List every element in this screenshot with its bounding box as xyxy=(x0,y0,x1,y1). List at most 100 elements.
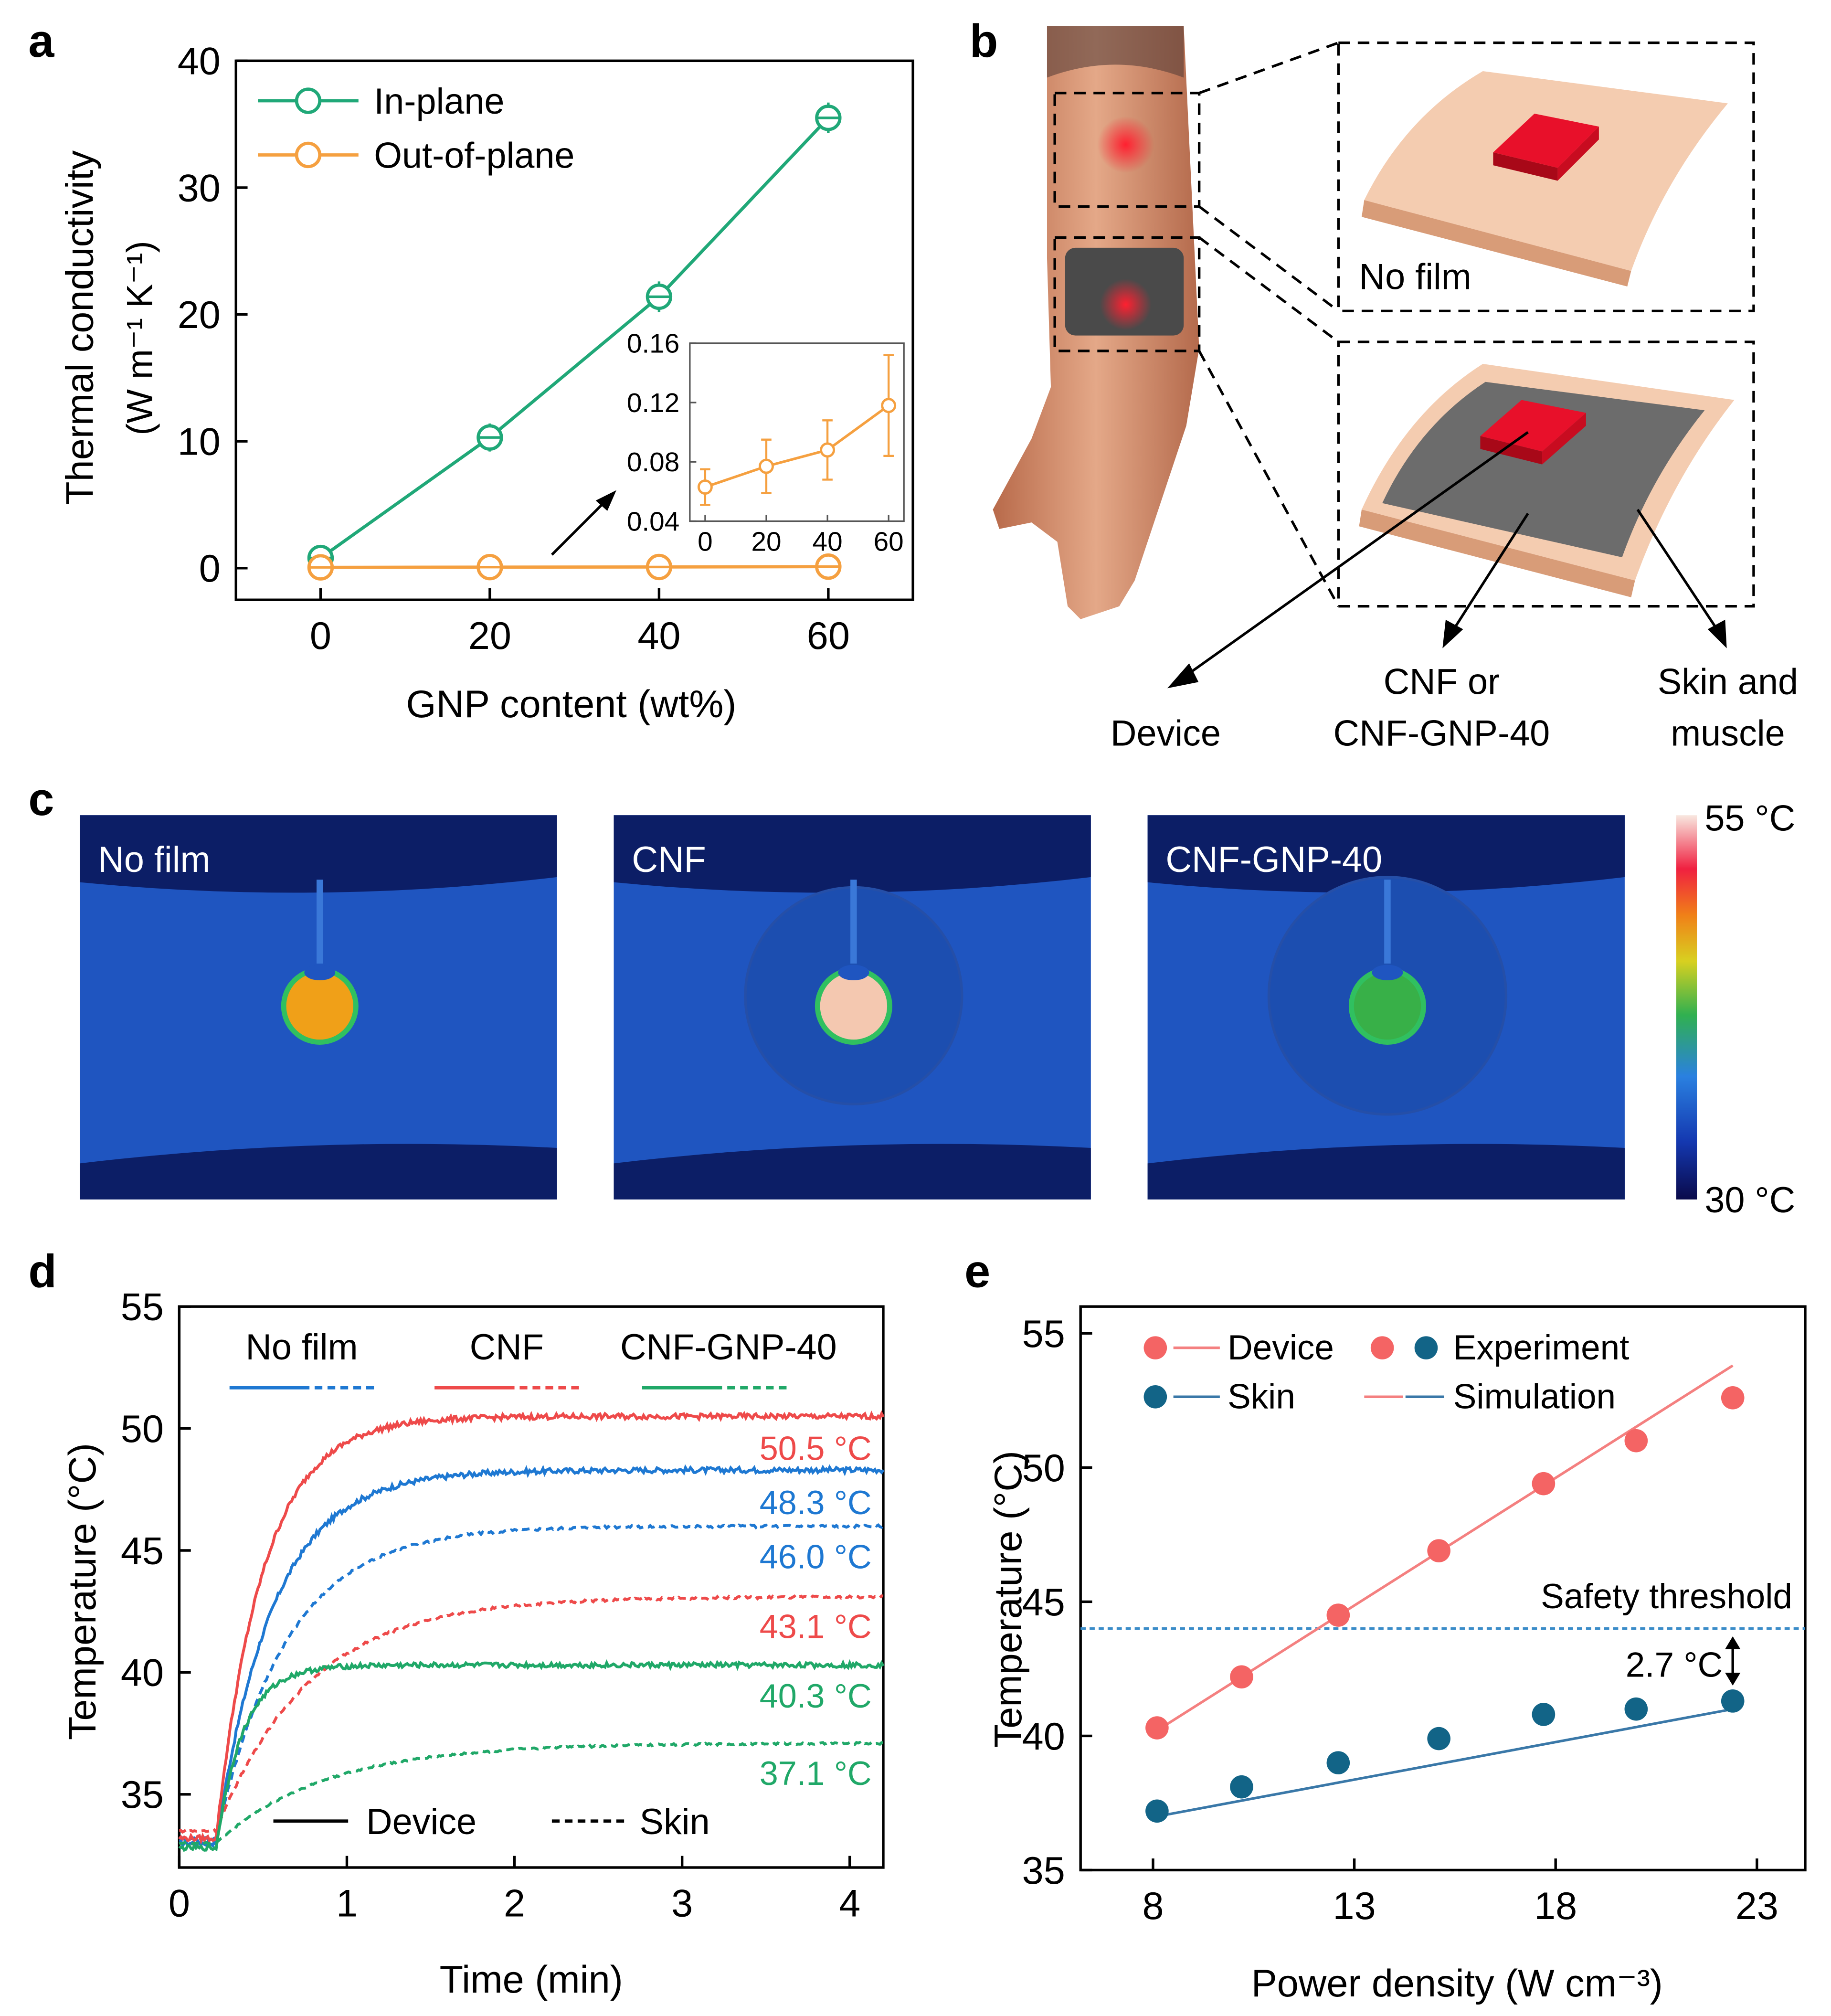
film-layer-icon xyxy=(1359,363,1735,597)
experiment-point-skin xyxy=(1721,1689,1745,1713)
hotspot-notch xyxy=(1372,965,1403,980)
y-tick-label: 50 xyxy=(1022,1447,1065,1490)
x-tick-label: 60 xyxy=(807,615,850,658)
y-tick-label: 40 xyxy=(1022,1715,1065,1758)
curve-no-film-device xyxy=(179,1464,885,1850)
skin-slab-icon xyxy=(1361,71,1728,286)
panel-d-xlabel: Time (min) xyxy=(440,1958,623,2001)
legend-out-of-plane-marker xyxy=(295,141,322,169)
hotspot-upper-icon xyxy=(1097,116,1154,173)
panel-e-xlabel: Power density (W cm⁻³) xyxy=(1251,1962,1663,2005)
safety-threshold-label: Safety threshold xyxy=(1541,1577,1792,1616)
y-tick-label: 10 xyxy=(178,421,221,464)
experiment-point-device xyxy=(1721,1386,1745,1410)
hotspot-band-icon xyxy=(1100,278,1152,330)
legend-in-plane-label: In-plane xyxy=(374,82,504,122)
inset-point xyxy=(759,458,774,474)
hotspot-notch xyxy=(838,965,869,980)
end-label-46-0: 46.0 °C xyxy=(760,1538,872,1575)
inset-pointer-arrow xyxy=(550,499,607,556)
legend-e-device: Device xyxy=(1228,1328,1334,1367)
panel-a-ylabel: Thermal conductivity xyxy=(58,150,101,505)
thermal-image-bottom-shadow xyxy=(614,1144,1091,1200)
detail-box-no-film xyxy=(1337,41,1755,312)
end-label-50-5: 50.5 °C xyxy=(760,1430,872,1467)
axes-frame xyxy=(178,1305,885,1869)
experiment-point-device xyxy=(1427,1539,1450,1562)
legend-skin-label: Skin xyxy=(640,1802,710,1842)
colorbar xyxy=(1676,815,1697,1200)
panel-e: e 8 13 18 23 35 40 45 50 55 Temperature (°C) Pow… xyxy=(964,1245,1807,2005)
panel-b: b No film xyxy=(970,15,1798,753)
curve-no-film-skin xyxy=(178,1523,885,1841)
y-tick-label: 0.04 xyxy=(627,507,679,537)
panel-a-plot: 0 20 40 60 0 10 20 30 40 xyxy=(178,40,914,658)
inset-point xyxy=(820,442,836,458)
experiment-point-device xyxy=(1145,1716,1169,1740)
panel-d: d 0 1 2 3 4 35 40 45 50 55 Temperature (°C) Time … xyxy=(28,1245,885,2001)
panel-a-inset: 0 20 40 60 0.04 0.08 0.12 0.16 xyxy=(627,329,905,557)
thermal-image-1: No film xyxy=(80,815,557,1200)
x-tick-label: 40 xyxy=(813,527,843,557)
legend-device-marker xyxy=(1143,1336,1167,1359)
legend-e-experiment: Experiment xyxy=(1453,1328,1630,1367)
y-tick-label: 0 xyxy=(199,547,221,590)
thermal-image-bottom-shadow xyxy=(1147,1144,1625,1200)
axes-frame xyxy=(1079,1305,1807,1872)
experiment-point-skin xyxy=(1427,1727,1450,1751)
label-cnf-1: CNF or xyxy=(1384,662,1500,702)
gap-arrowhead-up xyxy=(1725,1636,1741,1649)
end-label-43-1: 43.1 °C xyxy=(760,1607,872,1645)
experiment-point-skin xyxy=(1326,1751,1350,1774)
label-skin-1: Skin and xyxy=(1658,662,1798,702)
legend-experiment-marker-1 xyxy=(1370,1336,1394,1359)
x-tick-label: 2 xyxy=(504,1882,525,1925)
thermal-images: No film CNF CNF-GNP-40 xyxy=(80,815,1625,1200)
gap-label: 2.7 °C xyxy=(1626,1645,1723,1684)
inset-point xyxy=(881,398,897,414)
experiment-point-device xyxy=(1230,1665,1253,1689)
thermal-image-3: CNF-GNP-40 xyxy=(1147,815,1625,1200)
legend-skin-marker xyxy=(1143,1385,1167,1409)
inset-point xyxy=(697,479,713,495)
gap-arrowhead-down xyxy=(1725,1672,1741,1686)
experiment-point-skin xyxy=(1624,1697,1648,1721)
axes-frame xyxy=(689,342,905,522)
y-tick-label: 40 xyxy=(121,1652,164,1695)
y-tick-label: 45 xyxy=(1022,1581,1065,1624)
device-hotspot xyxy=(286,972,353,1040)
x-tick-label: 3 xyxy=(671,1882,693,1925)
y-tick-label: 0.16 xyxy=(627,329,679,359)
x-tick-label: 20 xyxy=(468,615,511,658)
experiment-point-device xyxy=(1532,1472,1556,1496)
panel-a-letter: a xyxy=(28,15,54,67)
y-tick-label: 50 xyxy=(121,1408,164,1451)
thermal-image-2: CNF xyxy=(614,815,1091,1200)
label-cnf-2: CNF-GNP-40 xyxy=(1334,713,1550,753)
thermal-image-label: CNF xyxy=(632,840,706,880)
label-skin-2: muscle xyxy=(1671,713,1785,753)
x-tick-label: 4 xyxy=(839,1882,860,1925)
y-tick-label: 20 xyxy=(178,294,221,337)
hotspot-notch xyxy=(304,965,336,980)
forearm-illustration xyxy=(993,26,1199,619)
inset-line xyxy=(705,404,889,488)
panel-e-legend xyxy=(1143,1336,1444,1409)
x-tick-label: 18 xyxy=(1534,1885,1577,1928)
thermal-image-bottom-shadow xyxy=(80,1144,557,1200)
y-tick-label: 35 xyxy=(1022,1849,1065,1892)
device-hotspot xyxy=(820,972,888,1040)
experiment-point-device xyxy=(1624,1429,1648,1453)
panel-d-ylabel: Temperature (°C) xyxy=(61,1443,104,1740)
y-tick-label: 0.08 xyxy=(627,447,679,477)
label-device: Device xyxy=(1111,713,1221,753)
legend-no-film-label: No film xyxy=(245,1327,358,1368)
device-square-icon xyxy=(1493,114,1599,168)
series-line-in-plane xyxy=(319,117,830,560)
experiment-point-skin xyxy=(1532,1703,1556,1726)
end-label-40-3: 40.3 °C xyxy=(760,1677,872,1715)
x-tick-label: 1 xyxy=(336,1882,358,1925)
thermal-image-top-shadow xyxy=(80,815,557,893)
colorbar-max-label: 55 °C xyxy=(1704,799,1795,839)
